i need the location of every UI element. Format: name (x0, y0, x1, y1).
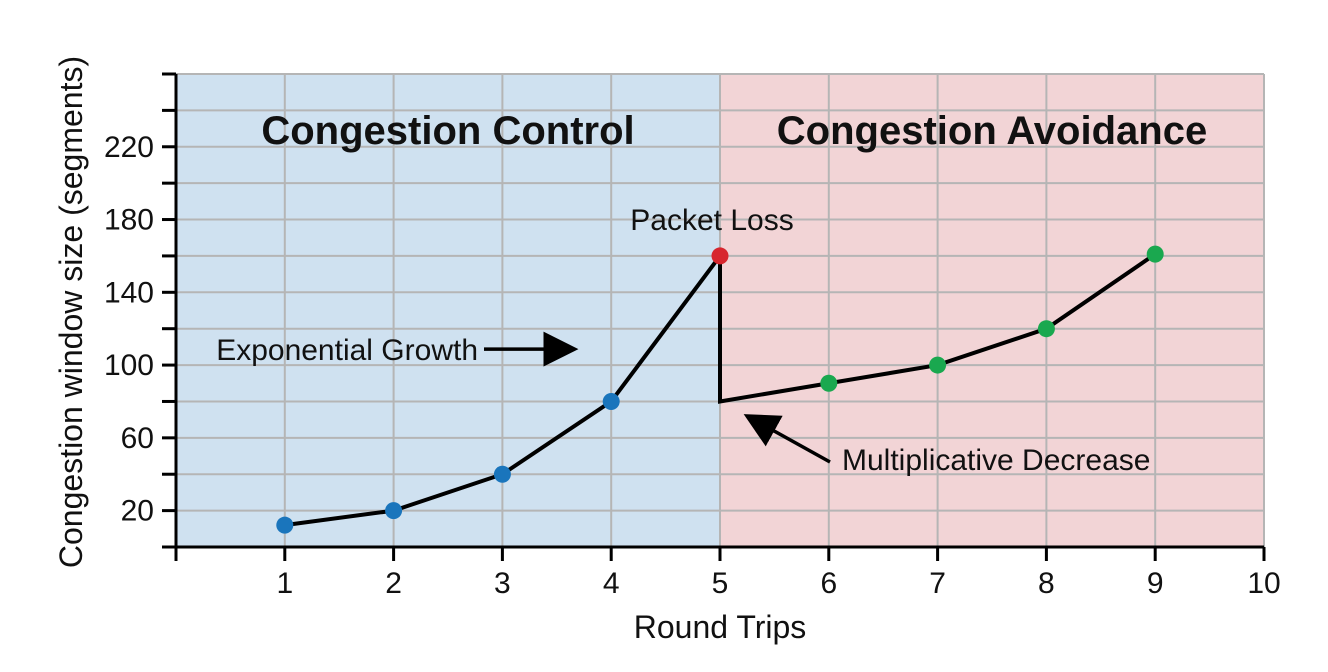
data-point-2-1 (929, 356, 947, 374)
data-point-0-1 (385, 502, 403, 520)
data-point-0-2 (493, 465, 511, 483)
region-label-0: Congestion Control (261, 109, 634, 153)
data-points (276, 245, 1164, 534)
region-1 (720, 74, 1264, 547)
grid-lines (176, 73, 1265, 547)
x-axis-ticks: 1 2 3 4 5 6 7 8 9 10 (174, 547, 1281, 600)
region-labels: Congestion Control Congestion Avoidance (261, 109, 1207, 153)
annotation-multiplicative-decrease: Multiplicative Decrease (842, 444, 1150, 477)
y-tick-label-100: 100 (104, 349, 154, 382)
x-tick-label-2: 2 (385, 567, 402, 600)
region-label-1: Congestion Avoidance (777, 109, 1207, 153)
data-point-1-0 (711, 247, 729, 265)
data-point-2-0 (820, 374, 838, 392)
x-tick-label-8: 8 (1038, 567, 1055, 600)
x-tick-label-7: 7 (929, 567, 946, 600)
x-tick-label-1: 1 (276, 567, 293, 600)
background-regions (176, 74, 1264, 547)
annotation-packet-loss: Packet Loss (630, 204, 793, 237)
x-axis-title: Round Trips (634, 609, 807, 645)
annotation-arrow-multiplicative-decrease (743, 414, 831, 464)
data-point-0-0 (276, 516, 294, 534)
data-point-0-3 (602, 392, 620, 410)
y-tick-label-60: 60 (121, 422, 154, 455)
series-line (284, 249, 1157, 528)
y-tick-label-140: 140 (104, 276, 154, 309)
data-point-2-3 (1146, 245, 1164, 263)
y-tick-label-220: 220 (104, 131, 154, 164)
y-axis-ticks: 20 60 100 140 180 220 (104, 72, 176, 549)
congestion-window-line (284, 249, 1157, 528)
x-tick-label-6: 6 (820, 567, 837, 600)
region-0 (176, 74, 720, 547)
x-tick-label-4: 4 (603, 567, 620, 600)
annotations: Packet Loss Exponential Growth Multiplicat… (216, 204, 1150, 477)
x-tick-label-3: 3 (494, 567, 511, 600)
y-axis-title: Congestion window size (segments) (53, 56, 89, 568)
x-tick-label-9: 9 (1147, 567, 1164, 600)
x-tick-label-5: 5 (712, 567, 729, 600)
data-point-2-2 (1037, 320, 1055, 338)
y-tick-label-20: 20 (121, 495, 154, 528)
annotation-exponential-growth: Exponential Growth (216, 334, 478, 367)
x-tick-label-10: 10 (1247, 567, 1280, 600)
y-tick-label-180: 180 (104, 204, 154, 237)
